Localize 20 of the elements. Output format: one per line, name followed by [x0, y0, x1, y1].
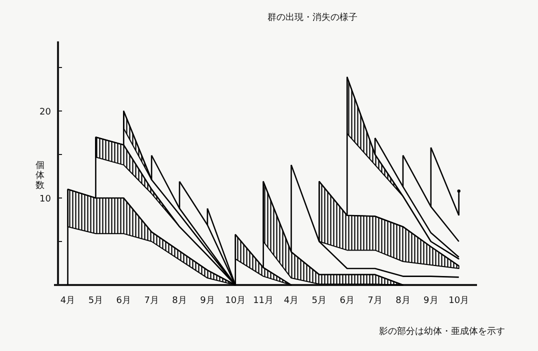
annotation: 影の部分は幼体・亜成体を示す — [379, 327, 505, 337]
x-tick-label: 5月 — [312, 296, 327, 306]
x-tick-label: 7月 — [144, 296, 159, 306]
x-tick-label: 9月 — [200, 296, 215, 306]
ylabel: 個体数 — [36, 161, 44, 191]
x-tick-label: 4月 — [60, 296, 76, 306]
y-tick-label: 20 — [40, 108, 52, 118]
x-tick-label: 10月 — [448, 296, 470, 306]
x-tick-label: 7月 — [368, 296, 382, 306]
x-tick-label: 11月 — [253, 296, 274, 306]
x-tick-label: 5月 — [88, 296, 104, 306]
title: 群の出現・消失の様子 — [268, 13, 358, 23]
x-tick-label: 8月 — [396, 296, 410, 306]
x-tick-label: 8月 — [172, 296, 187, 306]
x-tick-label: 10月 — [225, 296, 246, 306]
x-tick-label: 9月 — [424, 296, 438, 306]
x-tick-label: 4月 — [284, 296, 299, 306]
x-tick-label: 6月 — [116, 296, 132, 306]
y-tick-label: 10 — [40, 194, 52, 204]
x-tick-label: 6月 — [340, 296, 354, 306]
